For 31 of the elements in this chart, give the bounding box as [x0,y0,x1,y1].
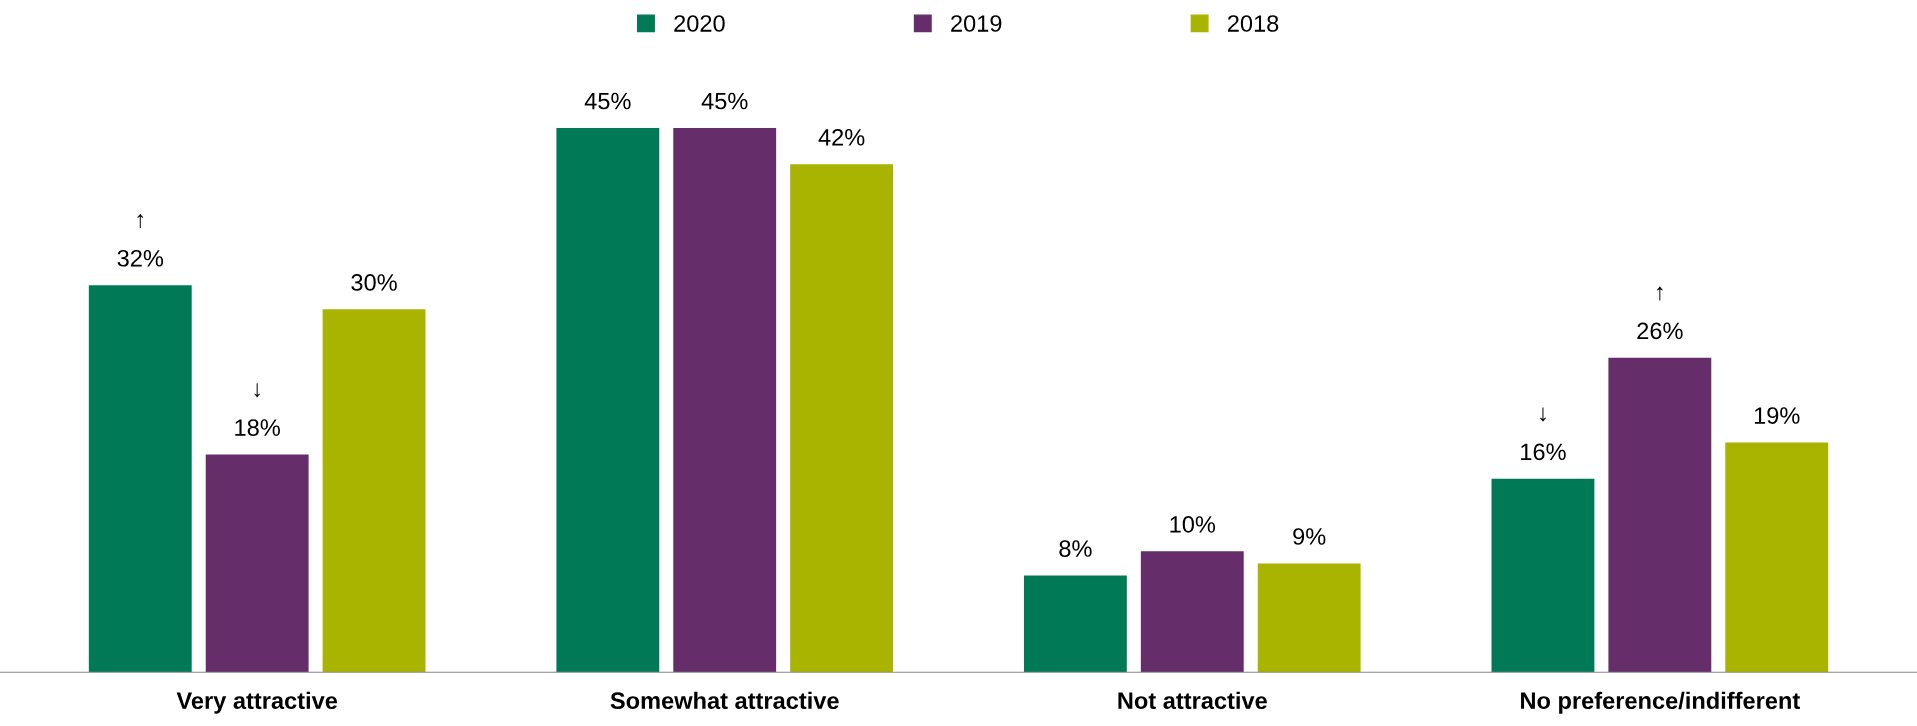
data-label: ↓ 18% [235,383,280,436]
bar [1725,442,1829,673]
data-label: ↑ 26% [1637,286,1683,340]
data-label: 9% [1293,528,1326,545]
bar [673,127,777,673]
data-label: 42% [818,128,865,146]
x-tick-label: Very attractive [176,691,338,714]
data-label: ↓ 16% [1521,407,1566,461]
data-label: 8% [1059,540,1092,557]
bar [1491,478,1595,673]
data-label: 30% [351,274,397,291]
data-label: ↑ 32% [117,214,164,267]
bar [88,285,192,673]
data-label: 19% [1754,407,1800,424]
data-label: 45% [584,92,631,110]
bar [556,127,660,673]
data-label: 45% [701,92,748,110]
bar [1023,575,1127,673]
data-label: 10% [1170,516,1216,533]
x-tick-label: No preference/indifferent [1521,691,1800,714]
bar [322,309,426,673]
bar [205,454,309,673]
bar [1140,551,1244,673]
legend-label: 2020 [674,15,725,32]
legend-label: 2019 [951,15,1002,32]
bar [1257,563,1361,673]
x-tick-label: Somewhat attractive [610,691,839,710]
bar [790,164,894,673]
x-tick-label: Not attractive [1118,691,1267,710]
legend-label: 2018 [1227,15,1279,32]
bar [1608,357,1712,673]
